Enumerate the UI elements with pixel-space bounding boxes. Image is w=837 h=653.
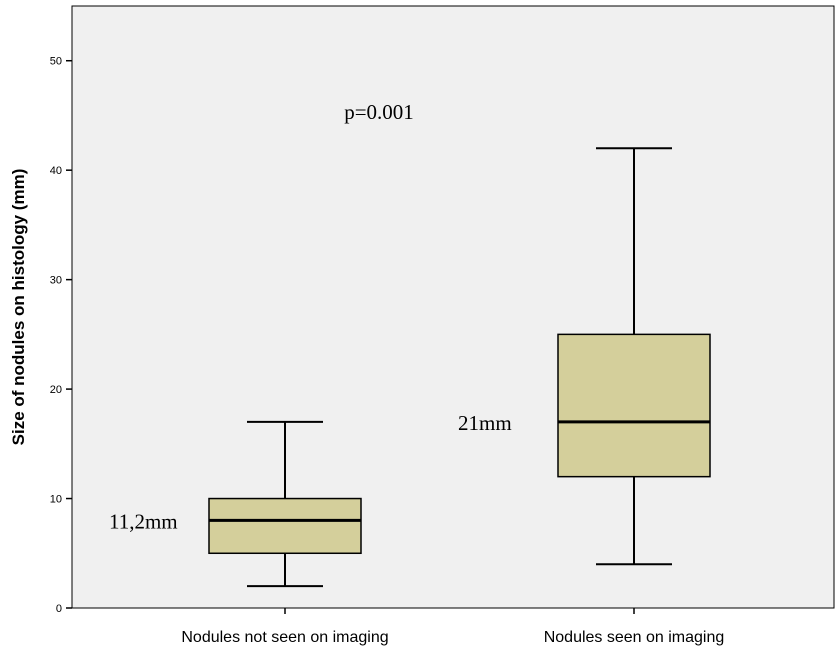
plot-area [71, 5, 835, 609]
iqr-box [208, 497, 362, 555]
x-tick-label: Nodules seen on imaging [544, 629, 725, 646]
box-group: 21mm [458, 147, 711, 566]
x-tick-label: Nodules not seen on imaging [181, 629, 388, 646]
y-tick-label: 40 [50, 165, 62, 177]
y-tick-label: 10 [50, 494, 62, 506]
boxes: 11,2mm 21mm [109, 147, 711, 588]
box-value-label: 21mm [458, 411, 512, 435]
y-tick-label: 30 [50, 275, 62, 287]
annotations: p=0.001 [344, 100, 414, 124]
y-axis: 0 10 20 30 40 50 [50, 56, 72, 615]
p-value-annotation: p=0.001 [344, 100, 414, 124]
box-value-label: 11,2mm [109, 509, 178, 533]
y-tick-label: 50 [50, 56, 62, 68]
y-tick-label: 20 [50, 384, 62, 396]
y-tick-label: 0 [56, 603, 62, 615]
y-axis-title: Size of nodules on histology (mm) [9, 169, 28, 446]
box-group: 11,2mm [109, 420, 362, 588]
x-axis: Nodules not seen on imaging Nodules seen … [181, 608, 724, 646]
iqr-box [557, 333, 711, 478]
